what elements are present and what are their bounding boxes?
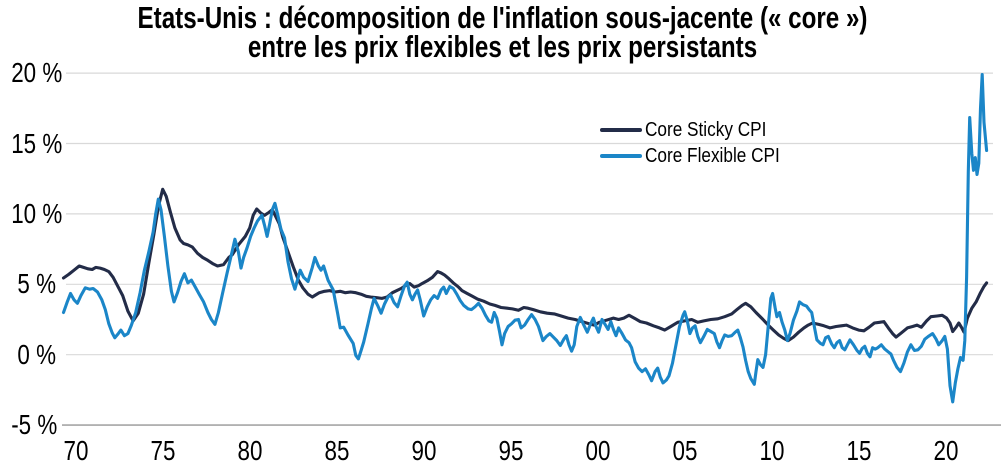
y-tick-label: 20 % [11,57,63,89]
legend-label-core-sticky-cpi: Core Sticky CPI [645,118,767,141]
legend-line-swatch-flexible [600,154,642,158]
x-tick-label: 80 [237,435,263,465]
legend-line-swatch-sticky [600,128,642,132]
series-line-core-sticky-cpi [61,187,989,343]
legend-item-core-sticky-cpi: Core Sticky CPI [600,117,802,143]
x-tick-label: 75 [150,435,176,465]
x-tick-label: 90 [411,435,437,465]
x-tick-label: 95 [498,435,524,465]
x-tick-label: 10 [759,435,785,465]
y-tick-label: 15 % [11,127,63,159]
legend-label-core-flexible-cpi: Core Flexible CPI [645,144,780,167]
series-line-core-flexible-cpi [61,72,989,404]
x-tick-label: 85 [324,435,350,465]
chart-title-line-2: entre les prix flexibles et les prix per… [247,29,758,64]
chart-title-line-1: Etats-Unis : décomposition de l'inflatio… [137,0,868,35]
legend-item-core-flexible-cpi: Core Flexible CPI [600,143,802,169]
chart-title: Etats-Unis : décomposition de l'inflatio… [111,0,895,64]
y-tick-label: 10 % [11,197,63,229]
x-tick-label: 00 [585,435,611,465]
x-tick-label: 05 [672,435,698,465]
y-tick-label: -5 % [11,409,58,441]
x-tick-label: 20 [933,435,959,465]
x-tick-label: 15 [846,435,872,465]
y-tick-label: 5 % [17,268,56,300]
chart-legend: Core Sticky CPI Core Flexible CPI [600,117,802,169]
y-tick-label: 0 % [17,338,56,370]
x-tick-label: 70 [63,435,89,465]
